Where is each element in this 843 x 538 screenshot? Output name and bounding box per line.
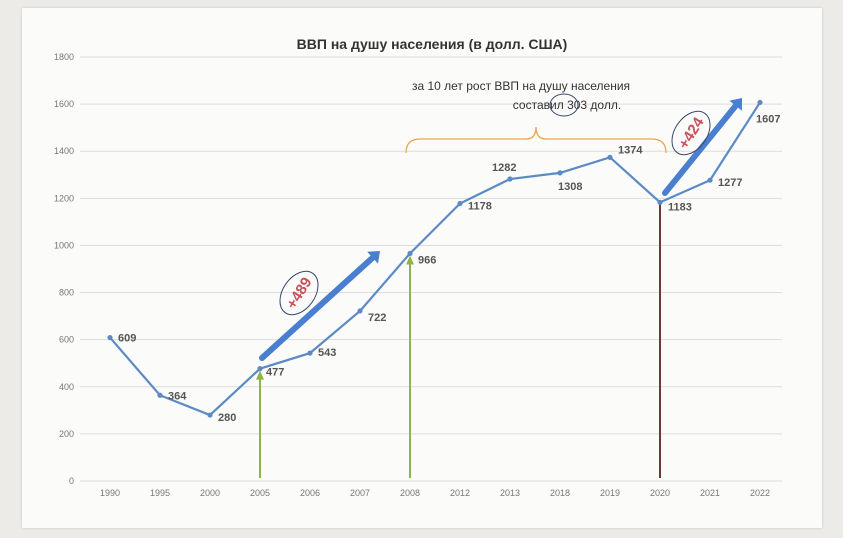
y-tick-label: 800 — [59, 288, 74, 298]
data-point — [757, 99, 763, 106]
data-label: 1374 — [618, 144, 643, 156]
data-label: 1178 — [468, 201, 492, 213]
data-label: 1183 — [668, 201, 692, 213]
circled-303-outline — [549, 93, 579, 117]
y-tick-label: 1400 — [54, 146, 74, 156]
y-tick-label: 0 — [69, 476, 74, 486]
data-label: 477 — [266, 367, 284, 379]
data-label: 280 — [218, 412, 236, 424]
paper-sheet: ВВП на душу населения (в долл. США) 0 200… — [22, 8, 822, 528]
data-point — [557, 170, 563, 176]
grid-layer: 0 200 400 600 800 1000 1200 1400 1600 1800 1990 199… — [54, 52, 782, 498]
data-label: 1308 — [558, 181, 582, 193]
growth-label-2005: +489 — [283, 274, 315, 312]
data-label: 966 — [418, 254, 436, 266]
data-point — [407, 250, 413, 257]
data-point — [307, 350, 313, 356]
line-chart: ВВП на душу населения (в долл. США) 0 200… — [54, 36, 782, 498]
x-tick-label: 1995 — [150, 488, 170, 498]
series-line — [109, 101, 761, 417]
x-tick-label: 2018 — [550, 488, 570, 498]
data-label: 1277 — [718, 177, 742, 189]
data-label: 1607 — [756, 113, 780, 125]
data-label: 1282 — [492, 162, 516, 174]
chart-title: ВВП на душу населения (в долл. США) — [297, 36, 568, 52]
growth-label-2020-circle — [671, 110, 711, 156]
growth-label-2005-circle — [279, 270, 319, 316]
marker-2005-arrowhead — [256, 370, 264, 380]
data-point — [207, 412, 213, 418]
x-tick-label: 2012 — [450, 488, 470, 498]
y-tick-label: 1200 — [54, 193, 74, 203]
growth-arrow-2020-head — [729, 98, 742, 111]
marker-layer — [256, 204, 661, 478]
y-tick-label: 1800 — [54, 52, 74, 62]
marker-2008-arrowhead — [406, 255, 414, 265]
y-tick-label: 1600 — [54, 99, 74, 109]
data-point — [507, 176, 513, 182]
x-tick-label: 2021 — [700, 488, 720, 498]
y-tick-label: 200 — [59, 429, 74, 439]
x-tick-label: 2007 — [350, 488, 370, 498]
data-point — [257, 366, 263, 372]
x-tick-label: 2006 — [300, 488, 320, 498]
x-tick-label: 2005 — [250, 488, 270, 498]
data-point — [607, 154, 613, 160]
brace — [405, 126, 667, 154]
x-tick-label: 2000 — [200, 488, 220, 498]
y-tick-label: 1000 — [54, 240, 74, 250]
data-point — [107, 334, 113, 341]
x-tick-label: 2008 — [400, 488, 420, 498]
brace-text-line1: за 10 лет рост ВВП на душу населения — [412, 79, 630, 93]
brace-text-line2: составил 303 долл. — [513, 98, 621, 112]
data-label: 609 — [118, 333, 136, 345]
x-tick-label: 2013 — [500, 488, 520, 498]
data-point — [357, 308, 363, 314]
data-label: 364 — [168, 390, 187, 402]
data-point — [457, 200, 463, 207]
x-tick-label: 1990 — [100, 488, 120, 498]
growth-arrow-2005-head — [367, 251, 380, 264]
x-tick-label: 2022 — [750, 488, 770, 498]
data-point — [707, 177, 713, 183]
data-point — [157, 392, 163, 398]
data-label: 543 — [318, 347, 336, 359]
growth-arrow-2020 — [662, 102, 739, 196]
x-tick-label: 2019 — [600, 488, 620, 498]
growth-arrow-2005 — [259, 254, 376, 361]
y-tick-label: 400 — [59, 382, 74, 392]
data-label: 722 — [368, 312, 386, 324]
y-tick-label: 600 — [59, 335, 74, 345]
data-point — [657, 199, 663, 205]
line-layer: 609 364 280 477 543 722 966 1178 1282 1308 1374 118… — [107, 99, 780, 424]
x-tick-label: 2020 — [650, 488, 670, 498]
